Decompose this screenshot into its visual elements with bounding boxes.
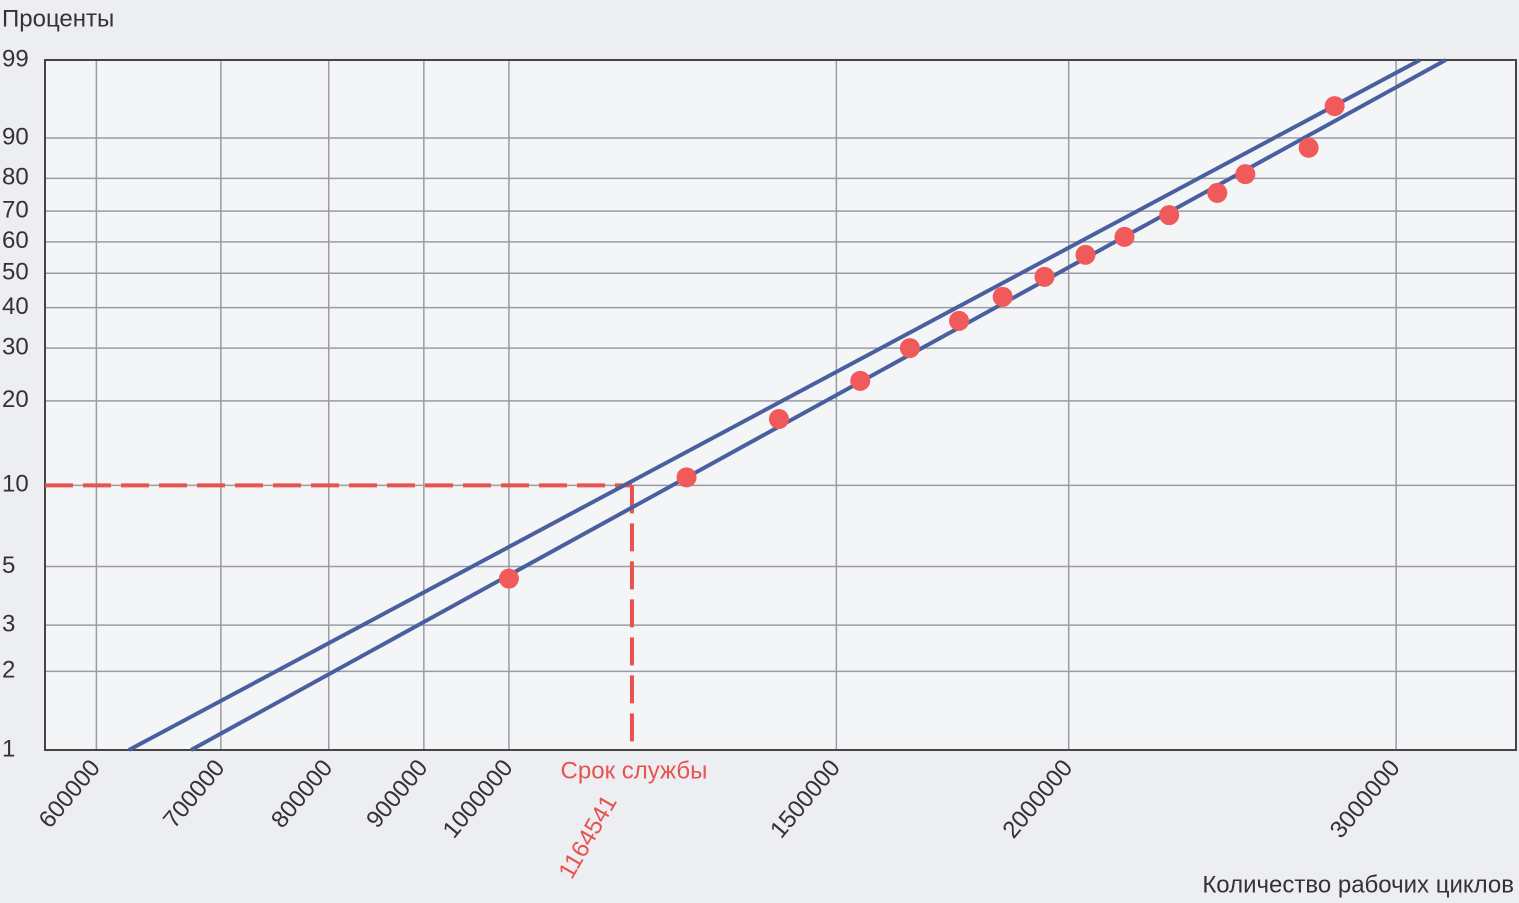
data-point <box>1034 266 1055 287</box>
y-tick-label: 5 <box>2 552 15 579</box>
y-tick-label: 1 <box>2 735 15 762</box>
plot-border <box>44 59 1517 751</box>
data-point <box>768 409 789 430</box>
y-tick-label: 60 <box>2 227 29 254</box>
annotation-value: 1164541 <box>553 791 622 884</box>
data-point <box>1159 205 1180 226</box>
x-tick-label: 1000000 <box>438 755 519 844</box>
data-point <box>949 310 970 331</box>
y-tick-label: 90 <box>2 123 29 150</box>
data-point <box>850 370 871 391</box>
y-tick-label: 80 <box>2 164 29 191</box>
x-tick-label: 3000000 <box>1325 755 1406 844</box>
data-point <box>1298 137 1319 158</box>
data-point <box>1324 96 1345 117</box>
x-tick-label: 600000 <box>34 755 106 834</box>
y-tick-label: 30 <box>2 333 29 360</box>
data-point <box>1235 164 1256 185</box>
data-point <box>1114 226 1135 247</box>
data-point <box>676 467 697 488</box>
y-tick-label: 2 <box>2 657 15 684</box>
data-point <box>992 286 1013 307</box>
x-tick-label: 2000000 <box>997 755 1078 844</box>
data-point <box>899 338 920 359</box>
fit-line <box>127 58 1421 752</box>
y-tick-label: 10 <box>2 471 29 498</box>
x-tick-label: 1500000 <box>765 755 846 844</box>
x-tick-label: 700000 <box>158 755 230 834</box>
x-tick-label: 900000 <box>361 755 433 834</box>
data-point <box>1207 182 1228 203</box>
data-point <box>1075 244 1096 265</box>
y-tick-label: 99 <box>2 45 29 72</box>
y-axis-label: Проценты <box>2 5 114 32</box>
y-tick-label: 50 <box>2 259 29 286</box>
data-point <box>498 568 519 589</box>
y-tick-label: 40 <box>2 293 29 320</box>
x-tick-label: 800000 <box>266 755 338 834</box>
annotation-label: Срок службы <box>561 757 708 784</box>
y-tick-label: 3 <box>2 610 15 637</box>
plot-area <box>45 60 1516 750</box>
y-tick-label: 20 <box>2 386 29 413</box>
x-axis-label: Количество рабочих циклов <box>1202 871 1514 898</box>
y-tick-label: 70 <box>2 196 29 223</box>
